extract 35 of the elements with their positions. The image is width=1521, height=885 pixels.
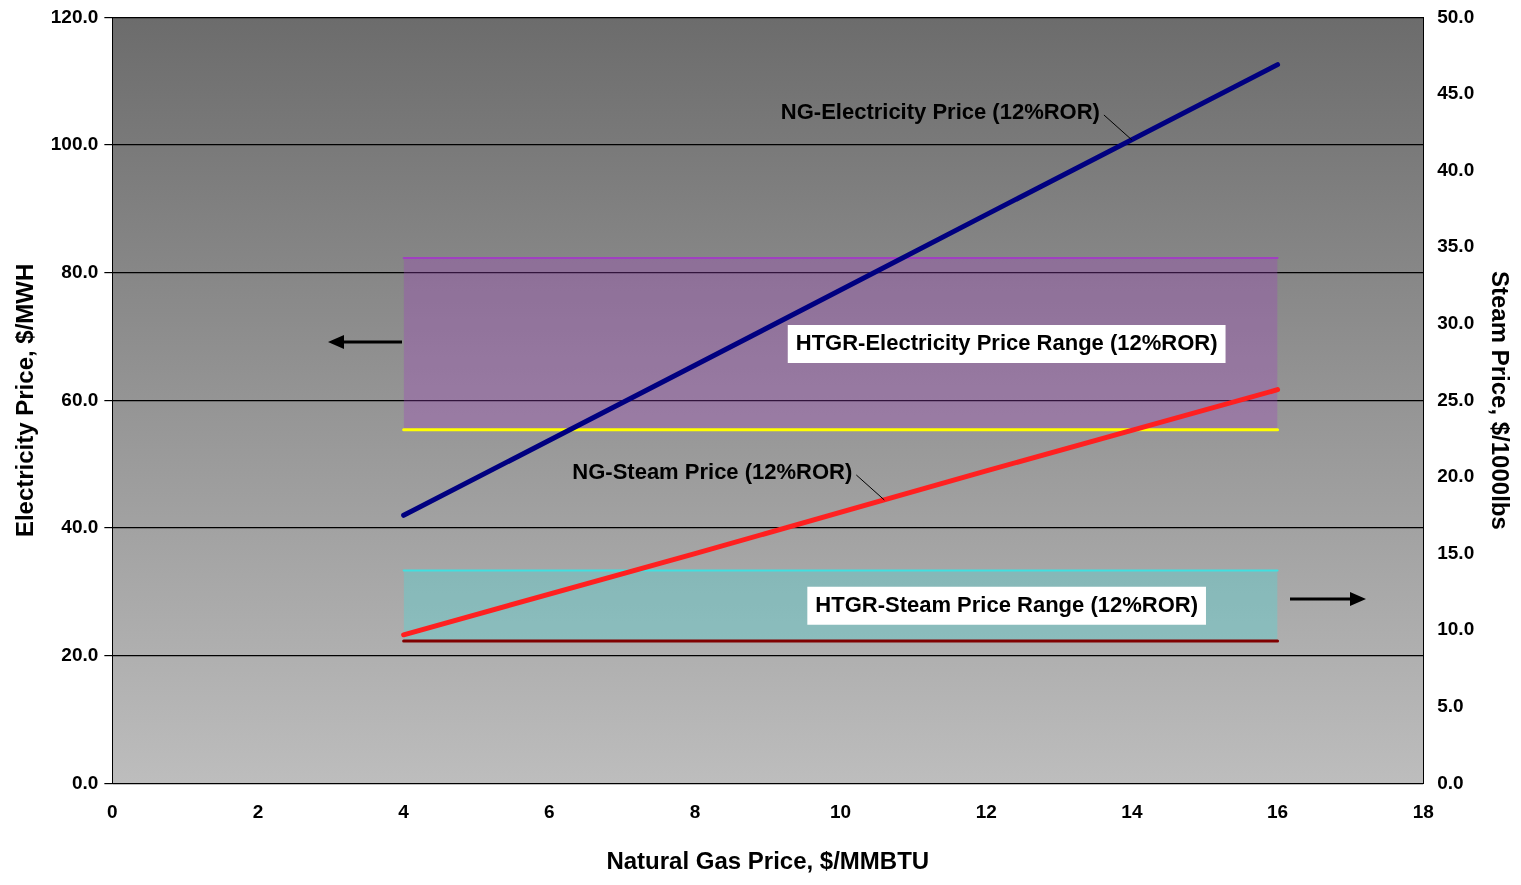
- y2-tick-label: 15.0: [1437, 541, 1475, 563]
- y2-tick-label: 25.0: [1437, 388, 1475, 410]
- y-axis-title: Electricity Price, $/MWH: [11, 263, 39, 538]
- y2-tick-label: 5.0: [1437, 695, 1464, 717]
- y2-tick-label: 20.0: [1437, 465, 1475, 487]
- x-tick-label: 4: [398, 801, 410, 823]
- y-tick-label: 40.0: [61, 516, 99, 538]
- y2-tick-label: 50.0: [1437, 5, 1475, 27]
- x-axis-title: Natural Gas Price, $/MMBTU: [606, 847, 930, 875]
- y-tick-label: 20.0: [61, 643, 99, 665]
- x-tick-label: 16: [1267, 801, 1289, 823]
- x-tick-label: 8: [689, 801, 701, 823]
- y2-tick-label: 30.0: [1437, 312, 1475, 334]
- x-tick-label: 2: [252, 801, 264, 823]
- x-tick-label: 10: [830, 801, 852, 823]
- y2-tick-label: 35.0: [1437, 235, 1475, 257]
- y-tick-label: 100.0: [50, 133, 99, 155]
- y2-tick-label: 40.0: [1437, 158, 1475, 180]
- y-tick-label: 80.0: [61, 260, 99, 282]
- y-tick-label: 120.0: [50, 5, 99, 27]
- y-tick-label: 60.0: [61, 388, 99, 410]
- x-tick-label: 6: [544, 801, 555, 823]
- x-tick-label: 12: [975, 801, 997, 823]
- y2-tick-label: 0.0: [1437, 771, 1464, 793]
- y2-axis-title: Steam Price, $/1000lbs: [1486, 270, 1514, 530]
- annotation: HTGR-Steam Price Range (12%ROR): [815, 591, 1198, 617]
- y-tick-label: 0.0: [71, 771, 99, 793]
- y2-tick-label: 10.0: [1437, 618, 1475, 640]
- annotation: NG-Electricity Price (12%ROR): [780, 99, 1100, 125]
- y2-tick-label: 45.0: [1437, 82, 1475, 104]
- annotation: NG-Steam Price (12%ROR): [572, 459, 853, 485]
- x-tick-label: 18: [1412, 801, 1434, 823]
- x-tick-label: 0: [107, 801, 118, 823]
- x-tick-label: 14: [1121, 801, 1143, 823]
- annotation: HTGR-Electricity Price Range (12%ROR): [795, 329, 1218, 355]
